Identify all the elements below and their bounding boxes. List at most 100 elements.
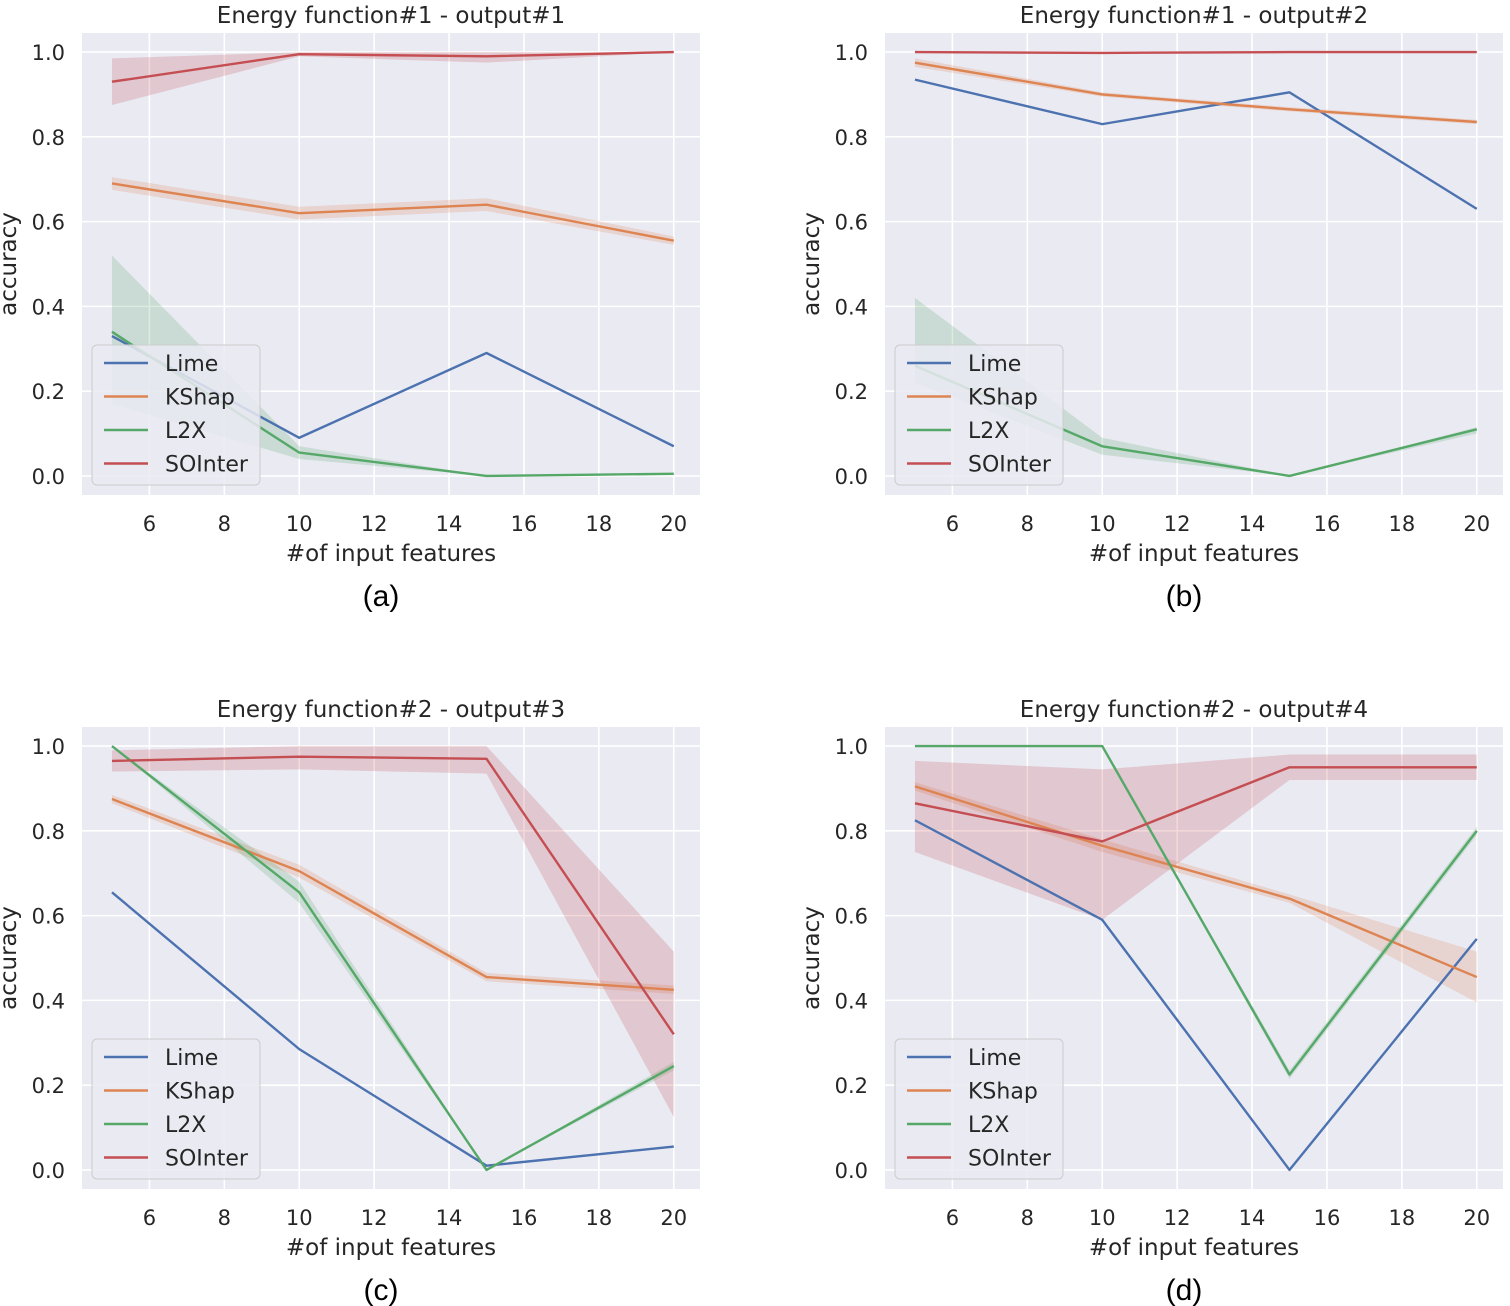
x-tick-label: 18 xyxy=(1389,1206,1416,1230)
x-axis-label: #of input features xyxy=(1089,1235,1299,1261)
legend-label-sointer: SOInter xyxy=(165,453,249,478)
legend-label-lime: Lime xyxy=(165,1046,218,1071)
x-tick-label: 20 xyxy=(1463,1206,1490,1230)
line-kshap xyxy=(914,785,1478,979)
line-sointer xyxy=(111,755,675,1035)
y-tick-label: 0.4 xyxy=(32,295,65,319)
y-tick-label: 0.6 xyxy=(32,211,65,235)
x-tick-label: 14 xyxy=(1239,512,1266,536)
x-tick-label: 18 xyxy=(586,1206,613,1230)
y-tick-label: 0.8 xyxy=(32,126,65,150)
legend-label-kshap: KShap xyxy=(968,386,1038,411)
x-tick-label: 14 xyxy=(1239,1206,1266,1230)
x-axis-label: #of input features xyxy=(286,541,496,567)
legend-label-sointer: SOInter xyxy=(165,1147,249,1172)
legend-label-lime: Lime xyxy=(968,352,1021,377)
line-sointer xyxy=(111,50,674,83)
y-tick-label: 0.8 xyxy=(835,126,868,150)
x-tick-label: 8 xyxy=(1021,512,1034,536)
y-tick-label: 0.4 xyxy=(835,989,868,1013)
x-tick-label: 8 xyxy=(218,512,231,536)
x-tick-label: 8 xyxy=(218,1206,231,1230)
subfigure-caption: (a) xyxy=(363,580,400,613)
y-axis-label: accuracy xyxy=(799,906,825,1010)
band-sointer xyxy=(111,746,674,1117)
y-tick-label: 0.2 xyxy=(835,380,868,404)
y-axis-label: accuracy xyxy=(799,212,825,316)
chart-title: Energy function#2 - output#3 xyxy=(217,697,565,723)
legend-frame xyxy=(91,344,261,486)
legend: Lime KShap L2X SOInter xyxy=(894,1038,1064,1180)
line-kshap xyxy=(111,797,674,991)
band-kshap xyxy=(111,177,674,245)
chart-title: Energy function#2 - output#4 xyxy=(1020,697,1368,723)
line-l2x xyxy=(111,745,675,1172)
x-tick-label: 10 xyxy=(286,512,313,536)
subfigure-caption: (c) xyxy=(364,1274,399,1306)
band-sointer xyxy=(111,52,674,106)
y-tick-label: 0.4 xyxy=(32,989,65,1013)
x-tick-label: 16 xyxy=(511,512,538,536)
legend-label-kshap: KShap xyxy=(968,1080,1038,1105)
legend-label-l2x: L2X xyxy=(968,419,1009,444)
x-tick-label: 18 xyxy=(1389,512,1416,536)
chart-3: 6 8 10 12 14 16 18 20 0.0 0.2 0.4 0.6 0.8 1.0 Energy f… xyxy=(799,697,1503,1306)
chart-1: 6 8 10 12 14 16 18 20 0.0 0.2 0.4 0.6 0.8 1.0 Energy f… xyxy=(799,3,1503,613)
chart-title: Energy function#1 - output#2 xyxy=(1020,3,1368,29)
x-tick-label: 12 xyxy=(361,1206,388,1230)
x-tick-label: 20 xyxy=(660,1206,687,1230)
y-tick-label: 0.2 xyxy=(835,1074,868,1098)
y-tick-label: 0.0 xyxy=(32,1159,65,1183)
y-axis-label: accuracy xyxy=(0,212,22,316)
x-tick-label: 20 xyxy=(1463,512,1490,536)
band-sointer xyxy=(914,754,1477,920)
legend-frame xyxy=(894,344,1064,486)
y-tick-label: 0.2 xyxy=(32,1074,65,1098)
legend-frame xyxy=(91,1038,261,1180)
line-lime xyxy=(914,78,1478,210)
line-kshap xyxy=(111,182,675,242)
legend: Lime KShap L2X SOInter xyxy=(91,1038,261,1180)
line-kshap xyxy=(914,61,1477,124)
legend-label-sointer: SOInter xyxy=(968,1147,1052,1172)
x-tick-label: 10 xyxy=(1089,1206,1116,1230)
x-tick-label: 16 xyxy=(1314,512,1341,536)
x-tick-label: 12 xyxy=(1164,1206,1191,1230)
x-tick-label: 10 xyxy=(1089,512,1116,536)
y-tick-label: 1.0 xyxy=(835,735,868,759)
y-tick-label: 0.0 xyxy=(835,1159,868,1183)
legend-label-lime: Lime xyxy=(968,1046,1021,1071)
x-tick-label: 14 xyxy=(436,512,463,536)
legend-label-lime: Lime xyxy=(165,352,218,377)
y-tick-label: 0.6 xyxy=(835,211,868,235)
legend-label-l2x: L2X xyxy=(968,1113,1009,1138)
legend: Lime KShap L2X SOInter xyxy=(91,344,261,486)
x-tick-label: 6 xyxy=(946,512,959,536)
x-tick-label: 14 xyxy=(436,1206,463,1230)
y-tick-label: 0.0 xyxy=(32,465,65,489)
legend-label-l2x: L2X xyxy=(165,1113,206,1138)
x-tick-label: 6 xyxy=(946,1206,959,1230)
legend-label-kshap: KShap xyxy=(165,1080,235,1105)
chart-2: 6 8 10 12 14 16 18 20 0.0 0.2 0.4 0.6 0.8 1.0 Energy f… xyxy=(0,697,700,1306)
legend-frame xyxy=(894,1038,1064,1180)
line-sointer xyxy=(914,50,1477,55)
x-tick-label: 18 xyxy=(586,512,613,536)
chart-0: 6 8 10 12 14 16 18 20 0.0 0.2 0.4 0.6 0.8 1.0 Energy f… xyxy=(0,3,700,613)
x-tick-label: 6 xyxy=(143,1206,156,1230)
line-lime xyxy=(111,891,674,1167)
y-tick-label: 0.6 xyxy=(32,905,65,929)
y-tick-label: 1.0 xyxy=(32,735,65,759)
y-tick-label: 0.8 xyxy=(835,820,868,844)
subfigure-caption: (d) xyxy=(1166,1274,1203,1306)
x-tick-label: 16 xyxy=(511,1206,538,1230)
legend: Lime KShap L2X SOInter xyxy=(894,344,1064,486)
line-l2x xyxy=(914,744,1478,1076)
legend-label-l2x: L2X xyxy=(165,419,206,444)
y-axis-label: accuracy xyxy=(0,906,22,1010)
y-tick-label: 0.0 xyxy=(835,465,868,489)
x-tick-label: 6 xyxy=(143,512,156,536)
x-tick-label: 20 xyxy=(660,512,687,536)
x-tick-label: 10 xyxy=(286,1206,313,1230)
